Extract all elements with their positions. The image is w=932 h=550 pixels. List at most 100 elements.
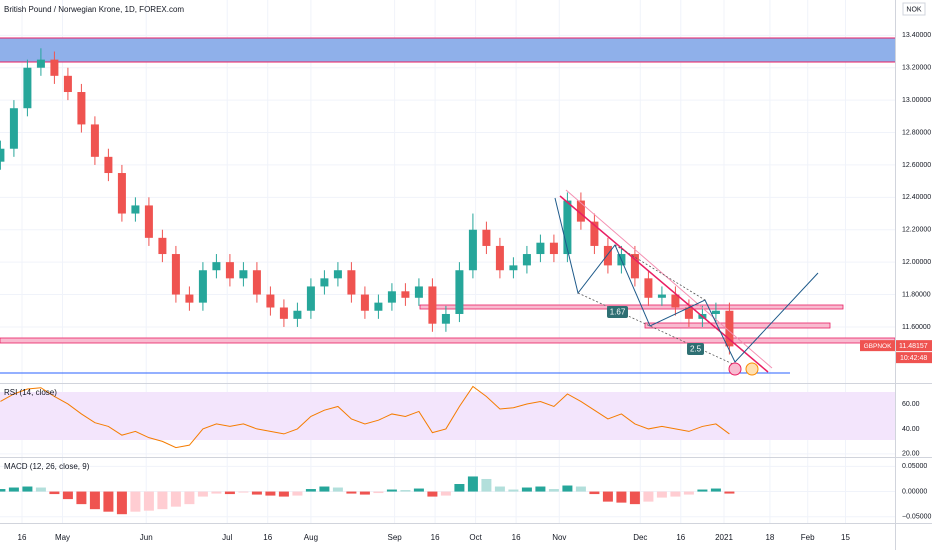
candle-body — [171, 254, 180, 295]
macd-bar — [251, 491, 262, 495]
candle-body — [563, 200, 572, 255]
candle-body — [198, 270, 207, 303]
candle-body — [239, 270, 248, 279]
macd-bar — [535, 486, 546, 492]
supply-zone — [0, 38, 895, 62]
trend-line — [565, 189, 773, 369]
candle-body — [131, 205, 140, 214]
support-zone — [0, 337, 896, 344]
macd-bar — [116, 491, 127, 515]
grid — [0, 0, 895, 523]
candle-body — [158, 237, 167, 255]
candle-body — [401, 291, 410, 298]
candle-body — [630, 254, 639, 279]
ratio-line — [577, 292, 736, 366]
trend-line — [559, 195, 769, 373]
last-price-box — [896, 340, 932, 352]
x-tick-label: 18 — [765, 533, 774, 542]
x-tick-label: Feb — [801, 533, 815, 542]
macd-bar — [143, 491, 154, 511]
macd-bar — [494, 486, 505, 492]
candle-body — [77, 92, 86, 125]
x-tick-label: 2021 — [715, 533, 733, 542]
macd-bar — [224, 491, 235, 495]
y-tick-label: 13.40000 — [902, 32, 931, 39]
macd-bar — [197, 491, 208, 497]
candle-body — [684, 307, 693, 319]
macd-bar — [22, 486, 33, 492]
candle-body — [225, 262, 234, 279]
candle-body — [549, 242, 558, 255]
candle-body — [468, 229, 477, 271]
symbol-tag: GBPNOK — [864, 343, 892, 350]
candle-body — [374, 302, 383, 311]
macd-label: MACD (12, 26, close, 9) — [4, 462, 90, 471]
candle-body — [522, 254, 531, 266]
macd-bar — [481, 478, 492, 492]
chart-title: British Pound / Norwegian Krone, 1D, FOR… — [4, 5, 184, 14]
marks — [0, 48, 735, 515]
x-tick-label: 16 — [431, 533, 440, 542]
macd-bar — [332, 487, 343, 492]
y-tick-label: −0.05000 — [902, 514, 931, 521]
x-tick-label: 16 — [512, 533, 521, 542]
macd-bar — [62, 491, 73, 500]
x-tick-label: Jul — [222, 533, 232, 542]
time-label: 10:42:48 — [900, 355, 927, 362]
macd-bar — [413, 488, 424, 492]
currency: NOK — [906, 6, 922, 13]
x-tick-label: Jun — [140, 533, 153, 542]
macd-bar — [319, 486, 330, 492]
macd-bar — [562, 485, 573, 492]
macd-bar — [616, 491, 627, 503]
macd-bar — [89, 491, 100, 510]
candle-body — [279, 307, 288, 319]
candle-body — [293, 310, 302, 319]
y-tick-label: 40.00 — [902, 426, 920, 433]
y-tick-label: 13.00000 — [902, 97, 931, 104]
macd-bar — [521, 487, 532, 492]
candle-body — [482, 229, 491, 246]
y-tick-label: 13.20000 — [902, 65, 931, 72]
macd-bar — [656, 491, 667, 498]
macd-bar — [8, 487, 19, 492]
last-price-label: 11.48157 — [899, 343, 928, 350]
macd-bar — [211, 491, 222, 494]
candle-body — [536, 242, 545, 255]
candle-body — [306, 286, 315, 311]
candle-body — [9, 108, 18, 149]
macd-bar — [0, 489, 6, 492]
macd-bar — [440, 491, 451, 496]
candle-body — [495, 245, 504, 271]
y-tick-label: 11.60000 — [902, 324, 931, 331]
candle-body — [671, 294, 680, 308]
macd-bar — [629, 491, 640, 505]
y-tick-label: 20.00 — [902, 451, 920, 458]
candle-body — [441, 313, 450, 324]
resistance-zone — [419, 304, 844, 310]
macd-bar — [359, 491, 370, 495]
macd-bar — [575, 486, 586, 492]
x-tick-label: May — [55, 533, 70, 542]
candle-body — [509, 265, 518, 271]
y-tick-label: 12.60000 — [902, 162, 931, 169]
macd-bar — [292, 491, 303, 496]
y-tick-label: 0.05000 — [902, 463, 927, 470]
candle-body — [144, 205, 153, 238]
x-tick-label: Oct — [469, 533, 482, 542]
macd-bar — [643, 491, 654, 502]
macd-bar — [373, 491, 384, 494]
macd-bar — [157, 491, 168, 510]
time-box — [896, 352, 932, 364]
rsi-label: RSI (14, close) — [4, 388, 57, 397]
ratio-line — [614, 244, 706, 301]
macd-bar — [103, 491, 114, 512]
x-tick-label: Nov — [552, 533, 566, 542]
x-tick-label: 16 — [18, 533, 27, 542]
candle-body — [50, 59, 59, 76]
candle-body — [590, 221, 599, 246]
candle-body — [414, 286, 423, 298]
macd-bar — [35, 487, 46, 492]
macd-bar — [724, 491, 735, 494]
